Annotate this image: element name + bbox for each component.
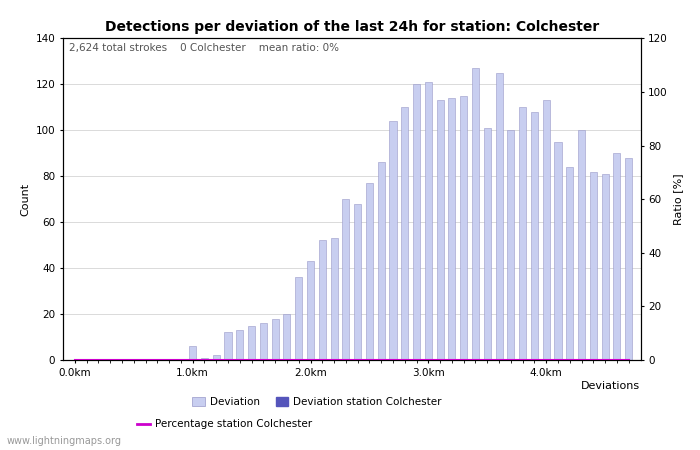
Bar bbox=[354, 204, 361, 360]
Bar bbox=[449, 98, 456, 360]
Bar bbox=[542, 100, 550, 360]
Bar bbox=[330, 238, 337, 360]
Bar bbox=[472, 68, 479, 360]
Bar bbox=[248, 325, 255, 360]
Bar bbox=[601, 174, 609, 360]
Title: Detections per deviation of the last 24h for station: Colchester: Detections per deviation of the last 24h… bbox=[104, 20, 599, 34]
Legend: Percentage station Colchester: Percentage station Colchester bbox=[133, 415, 316, 434]
Bar bbox=[236, 330, 244, 360]
Bar bbox=[590, 171, 597, 360]
Bar bbox=[213, 356, 220, 360]
Text: Deviations: Deviations bbox=[582, 381, 640, 391]
Bar bbox=[625, 158, 632, 360]
Bar bbox=[613, 153, 620, 360]
Bar bbox=[378, 162, 385, 360]
Bar bbox=[272, 319, 279, 360]
Bar bbox=[425, 82, 432, 360]
Bar bbox=[318, 240, 326, 360]
Bar bbox=[295, 277, 302, 360]
Bar bbox=[413, 84, 420, 360]
Y-axis label: Ratio [%]: Ratio [%] bbox=[673, 173, 683, 225]
Bar bbox=[531, 112, 538, 360]
Bar bbox=[437, 100, 444, 360]
Bar bbox=[307, 261, 314, 360]
Y-axis label: Count: Count bbox=[20, 183, 30, 216]
Bar bbox=[389, 121, 396, 360]
Bar bbox=[260, 323, 267, 360]
Bar bbox=[566, 167, 573, 360]
Bar bbox=[342, 199, 349, 360]
Bar bbox=[554, 142, 561, 360]
Bar bbox=[189, 346, 196, 360]
Bar bbox=[484, 128, 491, 360]
Bar bbox=[366, 183, 373, 360]
Bar bbox=[578, 130, 585, 360]
Text: www.lightningmaps.org: www.lightningmaps.org bbox=[7, 436, 122, 446]
Bar bbox=[519, 107, 526, 360]
Bar bbox=[401, 107, 408, 360]
Bar bbox=[460, 96, 468, 360]
Bar bbox=[508, 130, 514, 360]
Bar bbox=[225, 333, 232, 360]
Bar bbox=[496, 73, 503, 360]
Text: 2,624 total strokes    0 Colchester    mean ratio: 0%: 2,624 total strokes 0 Colchester mean ra… bbox=[69, 43, 339, 53]
Bar bbox=[284, 314, 290, 360]
Bar bbox=[201, 358, 208, 360]
